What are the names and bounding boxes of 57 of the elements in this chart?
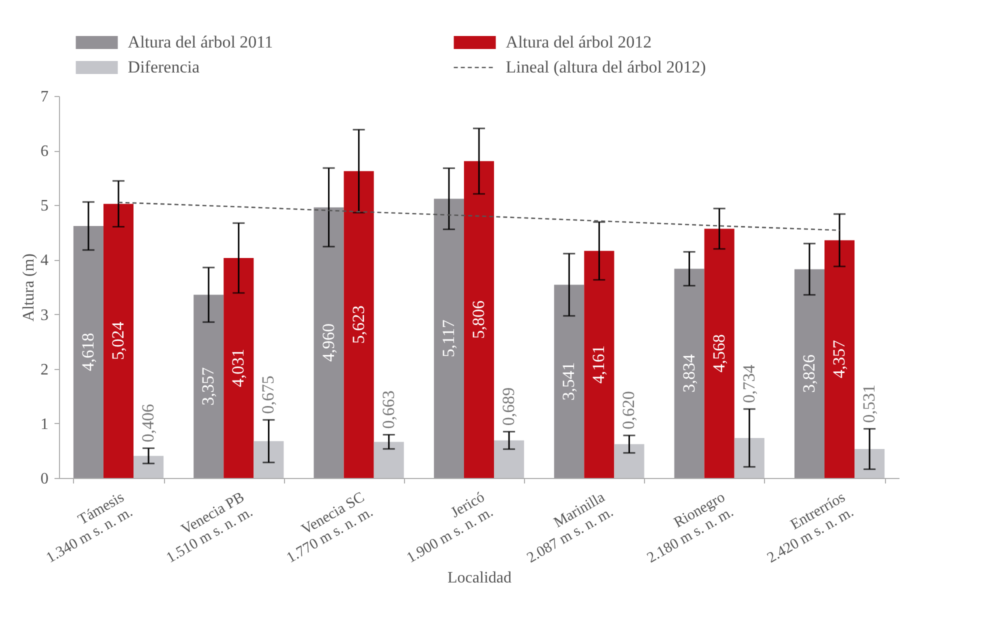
bar xyxy=(494,440,524,478)
bar xyxy=(584,250,614,478)
bar xyxy=(194,294,224,478)
bar xyxy=(734,438,764,478)
bar xyxy=(73,226,104,478)
legend-label: Diferencia xyxy=(128,58,200,76)
x-axis-title: Localidad xyxy=(448,570,512,587)
data-label: 3,357 xyxy=(198,366,218,406)
legend-label: Lineal (altura del árbol 2012) xyxy=(506,58,706,76)
data-label: 0,689 xyxy=(499,387,518,426)
data-label: 5,024 xyxy=(108,321,128,360)
bar xyxy=(674,268,704,478)
bar xyxy=(794,269,824,478)
bar xyxy=(344,171,374,478)
bar xyxy=(464,161,494,478)
y-tick-label: 7 xyxy=(40,88,48,106)
y-tick-label: 4 xyxy=(40,252,48,270)
bar xyxy=(854,449,885,478)
data-label: 3,834 xyxy=(679,354,698,393)
y-axis-title: Altura (m) xyxy=(20,254,38,322)
data-label: 3,826 xyxy=(799,354,818,393)
y-tick-label: 1 xyxy=(40,416,48,433)
data-label: 0,734 xyxy=(739,364,758,404)
data-label: 0,675 xyxy=(258,376,278,414)
y-tick-label: 6 xyxy=(40,143,48,160)
data-label: 5,623 xyxy=(348,305,368,344)
data-label: 4,568 xyxy=(709,334,728,372)
data-label: 0,620 xyxy=(619,391,638,430)
bar xyxy=(254,441,284,478)
bar xyxy=(554,284,584,478)
y-tick-label: 3 xyxy=(40,306,48,324)
legend-label: Altura del árbol 2012 xyxy=(506,32,652,52)
data-label: 0,406 xyxy=(138,404,158,442)
bar xyxy=(314,207,344,478)
y-tick-label: 0 xyxy=(40,470,48,488)
y-tick-label: 2 xyxy=(40,361,48,378)
bar xyxy=(614,444,644,478)
data-label: 3,541 xyxy=(559,362,578,401)
bar xyxy=(103,204,134,478)
data-label: 4,161 xyxy=(589,345,608,384)
data-label: 5,806 xyxy=(469,300,488,339)
bar xyxy=(224,258,254,478)
data-label: 4,031 xyxy=(228,348,248,388)
data-label: 4,960 xyxy=(318,324,338,362)
data-label: 0,531 xyxy=(860,384,879,423)
data-label: 4,357 xyxy=(830,339,849,378)
data-label: 0,663 xyxy=(378,390,398,429)
data-label: 4,618 xyxy=(78,332,98,372)
line-series xyxy=(118,202,840,231)
legend-label: Altura del árbol 2011 xyxy=(128,32,274,52)
bar xyxy=(374,442,404,478)
y-tick-label: 5 xyxy=(40,198,48,215)
bar xyxy=(434,198,464,478)
bar xyxy=(824,240,855,478)
bar xyxy=(134,456,164,478)
data-label: 5,117 xyxy=(438,319,458,358)
bar xyxy=(704,228,734,478)
